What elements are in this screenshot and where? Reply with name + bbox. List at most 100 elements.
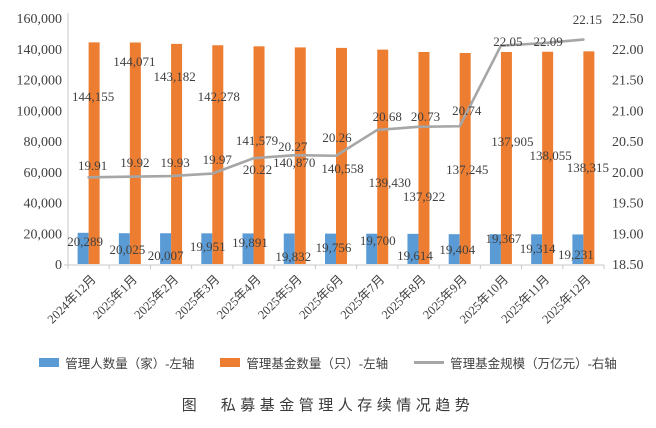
manager-count-bar [448,234,460,264]
fund-count-bar [583,51,595,265]
manager-count-label: 19,314 [520,241,556,256]
x-axis-label: 2025年8月 [379,272,429,322]
legend-swatch-fund-count [220,358,241,367]
manager-count-bar [325,233,336,264]
x-axis-label: 2025年4月 [214,272,264,322]
manager-count-bar [572,234,584,264]
fund-scale-label: 19.93 [160,155,189,170]
right-axis-tick-label: 19.50 [612,197,644,212]
fund-scale-label: 20.68 [373,109,402,124]
manager-count-label: 19,891 [232,235,268,250]
legend-swatch-manager-count [39,358,60,367]
fund-scale-label: 20.22 [243,162,272,177]
fund-count-bar [336,47,347,264]
fund-scale-label: 19.91 [78,158,107,173]
fund-scale-line [87,38,585,179]
x-axis-label: 2025年6月 [296,272,346,322]
legend-label-fund-scale: 管理基金规模（万亿元）-右轴 [450,357,617,371]
fund-count-label: 140,558 [321,161,363,176]
fund-count-label: 140,870 [273,155,315,170]
fund-count-bar [418,51,430,265]
fund-scale-label: 20.74 [452,103,482,118]
left-axis-tick-label: 100,000 [17,104,63,119]
manager-count-label: 19,231 [558,247,594,262]
left-axis-tick-label: 120,000 [17,74,63,89]
right-axis-tick-label: 22.00 [612,43,644,58]
fund-count-label: 138,055 [530,148,572,163]
right-axis-tick-label: 19.00 [612,227,644,242]
x-axis-label: 2025年7月 [338,272,388,322]
fund-scale-label: 22.05 [493,34,522,49]
fund-count-label: 143,182 [153,69,195,84]
fund-scale-label: 22.09 [534,34,563,49]
chart-caption: 图 私募基金管理人存续情况趋势 [0,394,656,415]
manager-count-label: 19,832 [275,249,311,264]
manager-count-bar [283,233,295,264]
manager-count-bar [118,233,130,264]
manager-count-bar [531,234,543,264]
fund-count-bar [459,52,471,265]
fund-count-bar [88,42,100,264]
manager-count-label: 20,289 [67,234,103,249]
fund-count-label: 138,315 [567,160,609,175]
fund-count-bar [171,43,183,265]
fund-count-label: 142,278 [198,89,240,104]
manager-count-bar [242,233,254,264]
legend-item-fund-scale: 管理基金规模（万亿元）-右轴 [414,353,617,372]
legend-swatch-fund-scale-line [414,361,445,364]
right-axis-tick-label: 20.00 [612,166,644,181]
fund-count-label: 137,905 [491,134,533,149]
fund-count-label: 137,245 [446,162,488,177]
right-axis-tick-label: 21.50 [612,74,644,89]
left-axis-tick-label: 40,000 [24,197,63,212]
manager-count-bar [77,232,89,264]
legend-label-manager-count: 管理人数量（家）-左轴 [65,357,195,371]
right-axis-tick-label: 21.00 [612,104,644,119]
manager-count-label: 19,614 [397,248,433,263]
fund-scale-label: 20.26 [322,130,352,145]
fund-count-bar [500,51,512,264]
legend-item-fund-count: 管理基金数量（只）-左轴 [220,353,388,372]
manager-count-label: 19,951 [190,239,226,254]
x-axis-label: 2025年1月 [90,272,140,322]
manager-count-label: 19,756 [316,240,352,255]
fund-scale-label: 20.27 [278,139,308,154]
x-axis-label: 2025年3月 [173,272,223,322]
fund-count-bar [542,51,554,265]
manager-count-bar [407,233,419,264]
fund-scale-label: 19.92 [120,155,149,170]
right-axis-tick-label: 20.50 [612,135,644,150]
fund-scale-label: 19.97 [203,152,233,167]
manager-count-label: 20,007 [148,248,184,263]
manager-count-bar [366,233,378,264]
left-axis-tick-label: 20,000 [24,227,63,242]
fund-count-bar [129,42,141,264]
manager-count-label: 19,367 [486,231,522,246]
legend-item-manager-count: 管理人数量（家）-左轴 [39,353,194,372]
left-axis-tick-label: 140,000 [17,43,63,58]
manager-count-label: 19,404 [439,242,475,257]
x-axis-label: 2025年5月 [255,272,305,322]
chart-canvas: 0 20,000 40,000 60,000 80,000 100,000 120,000 1… [17,12,644,326]
fund-count-label: 139,430 [369,175,411,190]
caption-figure-prefix: 图 [181,398,197,414]
manager-count-bar [489,234,501,264]
manager-count-label: 19,700 [360,233,396,248]
left-axis-tick-label: 160,000 [17,12,63,27]
fund-scale-label: 20.73 [411,109,440,124]
left-axis-tick-label: 80,000 [24,135,63,150]
fund-count-bar [212,45,224,264]
left-axis-tick-label: 0 [55,258,62,273]
manager-count-label: 20,025 [109,242,145,257]
manager-count-bar [201,233,213,264]
fund-count-label: 144,155 [72,89,114,104]
right-axis-tick-label: 22.50 [612,12,644,27]
fund-count-bar [377,49,389,264]
x-axis-label: 2025年2月 [132,272,182,322]
legend-label-fund-count: 管理基金数量（只）-左轴 [246,357,389,371]
fund-count-label: 144,071 [113,54,155,69]
right-axis-tick-label: 18.50 [612,258,644,273]
left-axis-tick-label: 60,000 [24,166,63,181]
x-axis-label: 2024年12月 [45,272,99,326]
